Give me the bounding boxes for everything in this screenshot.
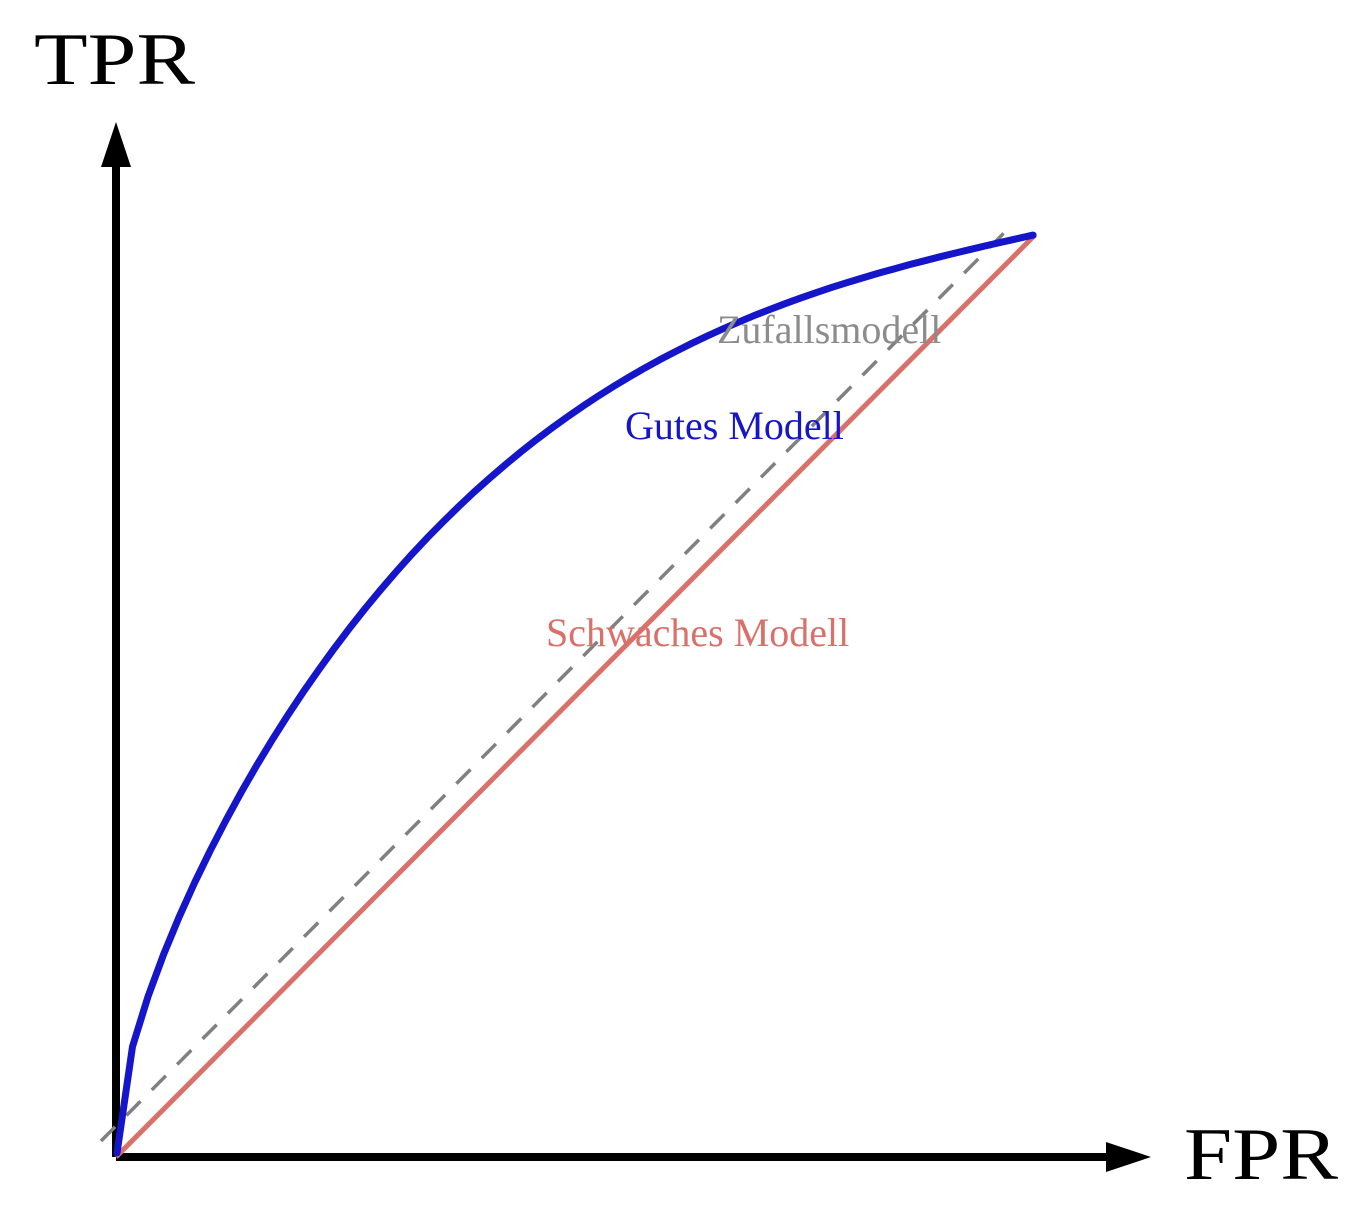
svg-text:Zufallsmodell: Zufallsmodell (717, 307, 941, 352)
svg-text:TPR: TPR (34, 19, 196, 101)
svg-text:FPR: FPR (1184, 1114, 1339, 1196)
svg-text:Gutes Modell: Gutes Modell (625, 403, 844, 448)
svg-text:Schwaches Modell: Schwaches Modell (546, 610, 849, 655)
